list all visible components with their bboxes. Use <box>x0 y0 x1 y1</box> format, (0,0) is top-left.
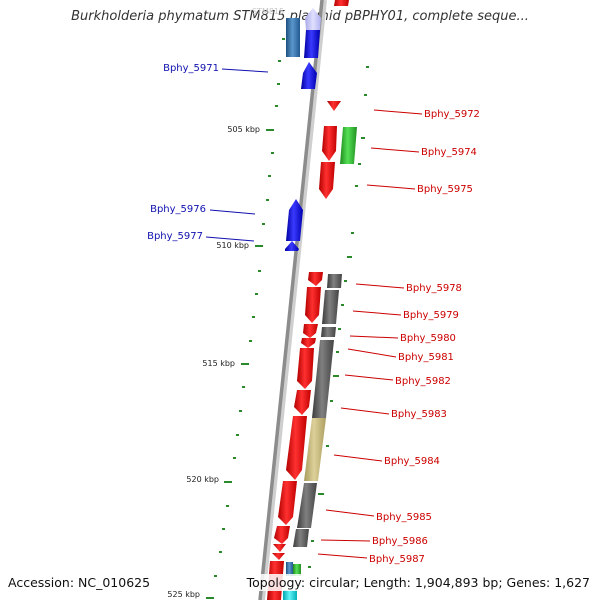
map-title: Burkholderia phymatum STM815 plasmid pBP… <box>71 9 529 24</box>
gene-red <box>286 416 307 480</box>
gene-label[interactable]: Bphy_5974 <box>421 147 477 158</box>
backbone <box>258 0 324 600</box>
topology-text: Topology: circular; Length: 1,904,893 bp… <box>244 574 592 591</box>
gene-label[interactable]: Bphy_5985 <box>376 512 432 523</box>
gene-blue <box>285 241 299 251</box>
gene-green <box>293 564 301 576</box>
gene-label[interactable]: Bphy_5984 <box>384 456 440 467</box>
backbone-shadow <box>259 0 327 600</box>
gene-red <box>322 126 337 161</box>
gene-blue <box>286 199 303 241</box>
gene-red <box>334 0 349 6</box>
gene-label[interactable]: Bphy_5982 <box>395 376 451 387</box>
gene-gray <box>322 290 339 324</box>
leader-lines-left <box>205 68 269 242</box>
gene-label[interactable]: Bphy_5978 <box>406 283 462 294</box>
gene-steel <box>286 562 293 576</box>
gene-gray <box>312 340 334 418</box>
gene-red <box>294 390 311 415</box>
gene-red <box>308 272 323 286</box>
kbp-labels: 505 kbp 510 kbp 515 kbp 520 kbp 525 kbp <box>167 125 260 599</box>
gene-red <box>319 162 335 199</box>
gene-green <box>340 127 357 164</box>
kbp-label: 515 kbp <box>202 359 235 368</box>
gene-label[interactable]: Bphy_5983 <box>391 409 447 420</box>
gene-label[interactable]: Bphy_5980 <box>400 333 456 344</box>
gene-gray <box>297 483 317 528</box>
gene-red <box>303 324 318 338</box>
ghost-label: STM815 <box>252 7 284 16</box>
gene-gray <box>327 274 342 288</box>
gene-label[interactable]: Bphy_5979 <box>403 310 459 321</box>
gene-steel <box>286 18 300 57</box>
gene-gray <box>293 529 309 547</box>
kbp-label: 525 kbp <box>167 590 200 599</box>
gene-label[interactable]: Bphy_5976 <box>150 204 206 215</box>
gene-label[interactable]: Bphy_5981 <box>398 352 454 363</box>
gene-red <box>301 338 316 348</box>
gene-red <box>273 544 286 552</box>
gene-red <box>327 101 341 111</box>
gene-lavender <box>305 8 321 30</box>
gene-blue <box>301 62 317 89</box>
gene-red <box>274 526 290 544</box>
gene-labels-right: Bphy_5972 Bphy_5974 Bphy_5975 Bphy_5978 … <box>369 109 480 565</box>
gene-khaki <box>304 418 326 481</box>
gene-red <box>297 348 314 389</box>
gene-labels-left: Bphy_5971 Bphy_5976 Bphy_5977 <box>147 63 219 242</box>
gene-cyan <box>283 590 297 600</box>
leader-lines-right <box>317 109 423 559</box>
accession-text: Accession: NC_010625 <box>6 574 153 591</box>
gene-label[interactable]: Bphy_5975 <box>417 184 473 195</box>
kbp-label: 505 kbp <box>227 125 260 134</box>
kbp-label: 510 kbp <box>216 241 249 250</box>
gene-label[interactable]: Bphy_5987 <box>369 554 425 565</box>
gene-red <box>272 553 285 560</box>
gene-red <box>305 287 321 323</box>
gene-label[interactable]: Bphy_5971 <box>163 63 219 74</box>
gene-gray <box>321 327 336 337</box>
outer-ticks <box>308 66 369 568</box>
gene-blue <box>304 30 320 58</box>
gene-features <box>267 0 357 600</box>
inner-ticks <box>206 38 285 599</box>
gene-label[interactable]: Bphy_5986 <box>372 536 428 547</box>
gene-label[interactable]: Bphy_5972 <box>424 109 480 120</box>
gene-red <box>278 481 297 525</box>
kbp-label: 520 kbp <box>186 475 219 484</box>
gene-label[interactable]: Bphy_5977 <box>147 231 203 242</box>
